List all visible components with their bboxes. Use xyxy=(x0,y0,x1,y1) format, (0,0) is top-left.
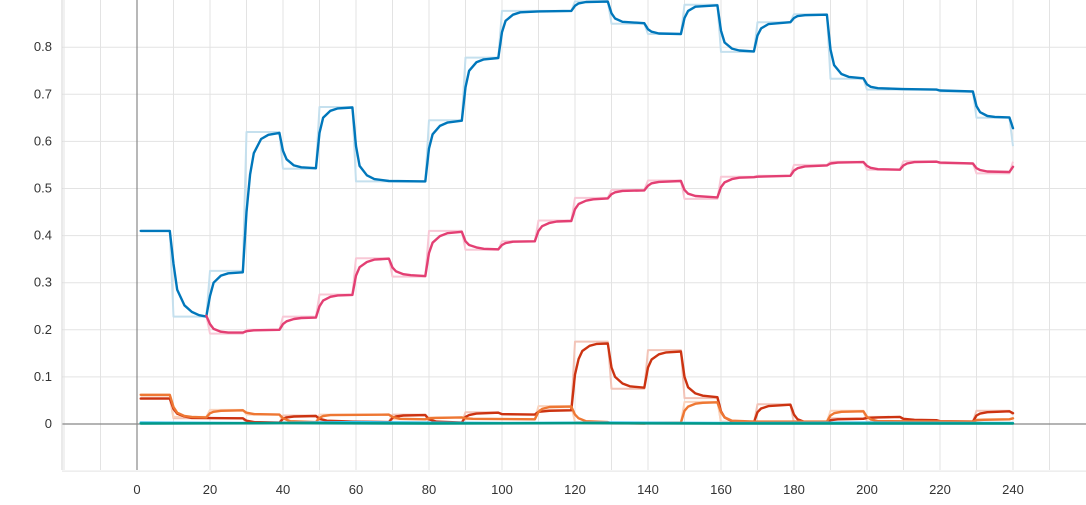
x-tick-label: 20 xyxy=(203,482,217,497)
y-tick-label: 0.1 xyxy=(34,369,52,384)
x-tick-label: 60 xyxy=(349,482,363,497)
x-tick-label: 200 xyxy=(856,482,878,497)
y-tick-label: 0.2 xyxy=(34,322,52,337)
x-tick-label: 160 xyxy=(710,482,732,497)
x-tick-label: 180 xyxy=(783,482,805,497)
y-tick-label: 0.7 xyxy=(34,86,52,101)
x-tick-label: 220 xyxy=(929,482,951,497)
tick-labels: 0 0.1 0.2 0.3 0.4 0.5 0.6 0.7 0.8 0 20 40 60 80 100 120… xyxy=(34,39,1024,497)
series-line-4 xyxy=(141,395,1013,424)
smoothed-series-layer xyxy=(141,2,1013,424)
y-tick-label: 0 xyxy=(45,416,52,431)
raw-series-layer xyxy=(141,2,1013,424)
y-tick-label: 0.5 xyxy=(34,181,52,196)
x-tick-label: 0 xyxy=(133,482,140,497)
x-tick-label: 80 xyxy=(422,482,436,497)
y-tick-label: 0.6 xyxy=(34,133,52,148)
raw-series-line-2 xyxy=(206,161,1013,333)
grid xyxy=(62,0,1086,471)
x-tick-label: 240 xyxy=(1002,482,1024,497)
x-tick-label: 100 xyxy=(491,482,513,497)
series-line-2 xyxy=(206,162,1013,333)
raw-series-line-3 xyxy=(141,342,1013,424)
series-line-1 xyxy=(141,2,1013,317)
x-tick-label: 140 xyxy=(637,482,659,497)
y-tick-label: 0.3 xyxy=(34,275,52,290)
series-line-3 xyxy=(141,344,1013,424)
x-tick-label: 120 xyxy=(564,482,586,497)
raw-series-line-1 xyxy=(141,2,1013,317)
x-tick-label: 40 xyxy=(276,482,290,497)
y-tick-label: 0.8 xyxy=(34,39,52,54)
raw-series-line-4 xyxy=(141,396,1013,424)
y-tick-label: 0.4 xyxy=(34,228,52,243)
axes xyxy=(62,0,1086,470)
